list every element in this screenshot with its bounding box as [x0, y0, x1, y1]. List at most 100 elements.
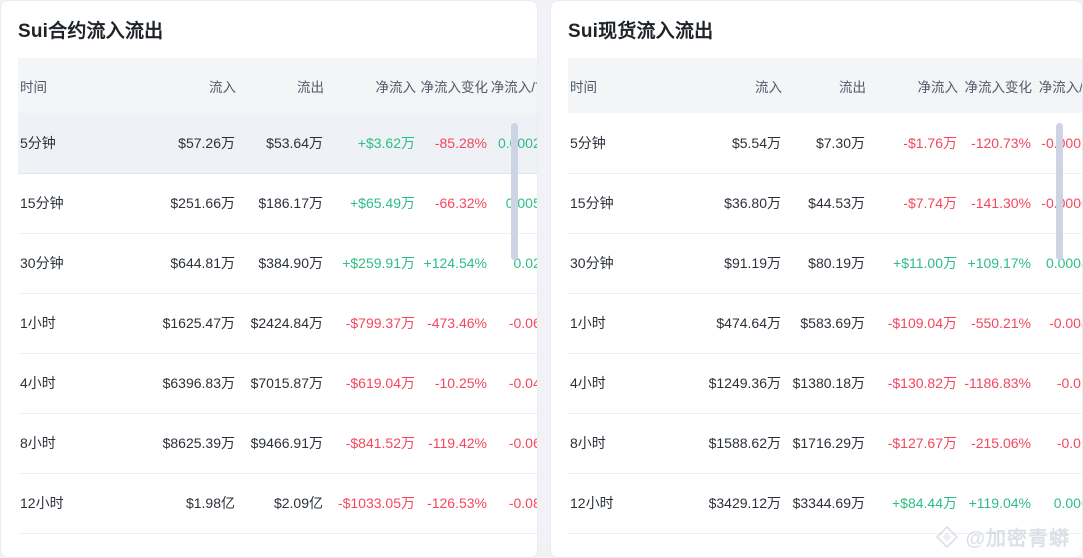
cell-netflow-change: -1186.83% [958, 353, 1032, 414]
cell-time: 8小时 [18, 413, 146, 474]
cell-netflow: -$127.67万 [866, 413, 958, 474]
cell-netflow-change: -141.30% [958, 173, 1032, 234]
cell-outflow: $2.09亿 [236, 473, 324, 534]
column-header-time[interactable]: 时间 [18, 58, 146, 113]
table-head: 时间 流入 流出 净流入 净流入变化 净流入/市值 [568, 58, 1082, 113]
column-header-netflow-change[interactable]: 净流入变化 [416, 58, 488, 113]
cell-netflow-marketcap: -0.063% [488, 293, 537, 354]
cell-netflow: +$11.00万 [866, 233, 958, 294]
cell-time: 5分钟 [568, 113, 694, 174]
table-row[interactable]: 8小时 $1588.62万 $1716.29万 -$127.67万 -215.0… [568, 413, 1082, 474]
cell-inflow: $57.26万 [146, 113, 236, 174]
cell-netflow-marketcap: 0.0067% [1032, 473, 1082, 534]
cell-inflow: $1588.62万 [694, 413, 782, 474]
cell-outflow: $1716.29万 [782, 413, 866, 474]
table-row[interactable]: 12小时 $3429.12万 $3344.69万 +$84.44万 +119.0… [568, 473, 1082, 534]
cell-time: 12小时 [18, 473, 146, 534]
contract-flow-rows: 5分钟 $57.26万 $53.64万 +$3.62万 -85.28% 0.00… [18, 113, 537, 534]
cell-netflow: -$109.04万 [866, 293, 958, 354]
contract-flow-table: 时间 流入 流出 净流入 净流入变化 净流入/市值 5分钟 $57.26万 $5… [18, 58, 537, 534]
column-header-netflow[interactable]: 净流入 [866, 58, 958, 113]
cell-netflow: -$799.37万 [324, 293, 416, 354]
column-header-netflow-marketcap[interactable]: 净流入/市值 [1032, 58, 1082, 113]
table-header-row: 时间 流入 流出 净流入 净流入变化 净流入/市值 [18, 58, 537, 113]
column-header-time[interactable]: 时间 [568, 58, 694, 113]
table-row[interactable]: 30分钟 $91.19万 $80.19万 +$11.00万 +109.17% 0… [568, 233, 1082, 294]
cell-time: 1小时 [568, 293, 694, 354]
contract-flow-card: Sui合约流入流出 时间 流入 流出 净流入 净流入变化 净流入/市值 [0, 0, 538, 558]
cell-outflow: $53.64万 [236, 113, 324, 174]
cell-netflow-marketcap: -0.082% [488, 473, 537, 534]
table-row[interactable]: 5分钟 $57.26万 $53.64万 +$3.62万 -85.28% 0.00… [18, 113, 537, 174]
table-row[interactable]: 1小时 $1625.47万 $2424.84万 -$799.37万 -473.4… [18, 293, 537, 354]
table-row[interactable]: 30分钟 $644.81万 $384.90万 +$259.91万 +124.54… [18, 233, 537, 294]
cell-netflow-marketcap: -0.010% [1032, 353, 1082, 414]
cell-netflow: -$841.52万 [324, 413, 416, 474]
spot-flow-table: 时间 流入 流出 净流入 净流入变化 净流入/市值 5分钟 $5.54万 $7.… [568, 58, 1082, 534]
cell-outflow: $186.17万 [236, 173, 324, 234]
vertical-scrollbar-thumb[interactable] [1056, 123, 1063, 260]
cell-netflow: +$84.44万 [866, 473, 958, 534]
table-row[interactable]: 15分钟 $36.80万 $44.53万 -$7.74万 -141.30% -0… [568, 173, 1082, 234]
cell-netflow-marketcap: -0.067% [488, 413, 537, 474]
table-row[interactable]: 8小时 $8625.39万 $9466.91万 -$841.52万 -119.4… [18, 413, 537, 474]
cell-netflow-marketcap: -0.0087% [1032, 293, 1082, 354]
table-row[interactable]: 15分钟 $251.66万 $186.17万 +$65.49万 -66.32% … [18, 173, 537, 234]
cell-netflow-change: -10.25% [416, 353, 488, 414]
column-header-netflow-change[interactable]: 净流入变化 [958, 58, 1032, 113]
contract-flow-table-wrap: 时间 流入 流出 净流入 净流入变化 净流入/市值 5分钟 $57.26万 $5… [18, 58, 537, 534]
cell-netflow: +$259.91万 [324, 233, 416, 294]
cell-outflow: $3344.69万 [782, 473, 866, 534]
cell-netflow-change: -119.42% [416, 413, 488, 474]
table-row[interactable]: 4小时 $6396.83万 $7015.87万 -$619.04万 -10.25… [18, 353, 537, 414]
spot-flow-rows: 5分钟 $5.54万 $7.30万 -$1.76万 -120.73% -0.00… [568, 113, 1082, 534]
cell-inflow: $1625.47万 [146, 293, 236, 354]
cell-inflow: $3429.12万 [694, 473, 782, 534]
cell-outflow: $7015.87万 [236, 353, 324, 414]
cell-inflow: $6396.83万 [146, 353, 236, 414]
table-row[interactable]: 1小时 $474.64万 $583.69万 -$109.04万 -550.21%… [568, 293, 1082, 354]
spot-flow-card: Sui现货流入流出 时间 流入 流出 净流入 净流入变化 净流入/市值 [550, 0, 1083, 558]
cell-time: 12小时 [568, 473, 694, 534]
cell-netflow-marketcap: -0.049% [488, 353, 537, 414]
cell-netflow-change: -473.46% [416, 293, 488, 354]
cell-inflow: $1.98亿 [146, 473, 236, 534]
column-header-netflow[interactable]: 净流入 [324, 58, 416, 113]
cell-time: 4小时 [18, 353, 146, 414]
column-header-netflow-marketcap[interactable]: 净流入/市值 [488, 58, 537, 113]
cell-netflow: +$65.49万 [324, 173, 416, 234]
cell-time: 30分钟 [18, 233, 146, 294]
cell-netflow-change: -550.21% [958, 293, 1032, 354]
cell-netflow: -$1.76万 [866, 113, 958, 174]
column-header-outflow[interactable]: 流出 [236, 58, 324, 113]
cell-outflow: $583.69万 [782, 293, 866, 354]
vertical-scrollbar-thumb[interactable] [511, 123, 518, 260]
cell-netflow-change: -215.06% [958, 413, 1032, 474]
spot-flow-table-wrap: 时间 流入 流出 净流入 净流入变化 净流入/市值 5分钟 $5.54万 $7.… [568, 58, 1082, 534]
table-row[interactable]: 12小时 $1.98亿 $2.09亿 -$1033.05万 -126.53% -… [18, 473, 537, 534]
cell-netflow: -$1033.05万 [324, 473, 416, 534]
table-row[interactable]: 4小时 $1249.36万 $1380.18万 -$130.82万 -1186.… [568, 353, 1082, 414]
column-header-inflow[interactable]: 流入 [694, 58, 782, 113]
cell-time: 15分钟 [568, 173, 694, 234]
cell-time: 1小时 [18, 293, 146, 354]
column-header-outflow[interactable]: 流出 [782, 58, 866, 113]
cell-outflow: $7.30万 [782, 113, 866, 174]
cell-netflow-marketcap: -0.010% [1032, 413, 1082, 474]
cell-netflow-change: +109.17% [958, 233, 1032, 294]
cell-inflow: $251.66万 [146, 173, 236, 234]
column-header-inflow[interactable]: 流入 [146, 58, 236, 113]
cell-inflow: $5.54万 [694, 113, 782, 174]
cell-netflow: -$130.82万 [866, 353, 958, 414]
cell-outflow: $9466.91万 [236, 413, 324, 474]
cell-netflow-change: -126.53% [416, 473, 488, 534]
spot-flow-title: Sui现货流入流出 [568, 21, 714, 42]
contract-flow-title: Sui合约流入流出 [18, 21, 164, 42]
cell-inflow: $36.80万 [694, 173, 782, 234]
cell-time: 4小时 [568, 353, 694, 414]
cell-netflow-change: -120.73% [958, 113, 1032, 174]
cell-time: 30分钟 [568, 233, 694, 294]
table-row[interactable]: 5分钟 $5.54万 $7.30万 -$1.76万 -120.73% -0.00… [568, 113, 1082, 174]
cell-outflow: $44.53万 [782, 173, 866, 234]
